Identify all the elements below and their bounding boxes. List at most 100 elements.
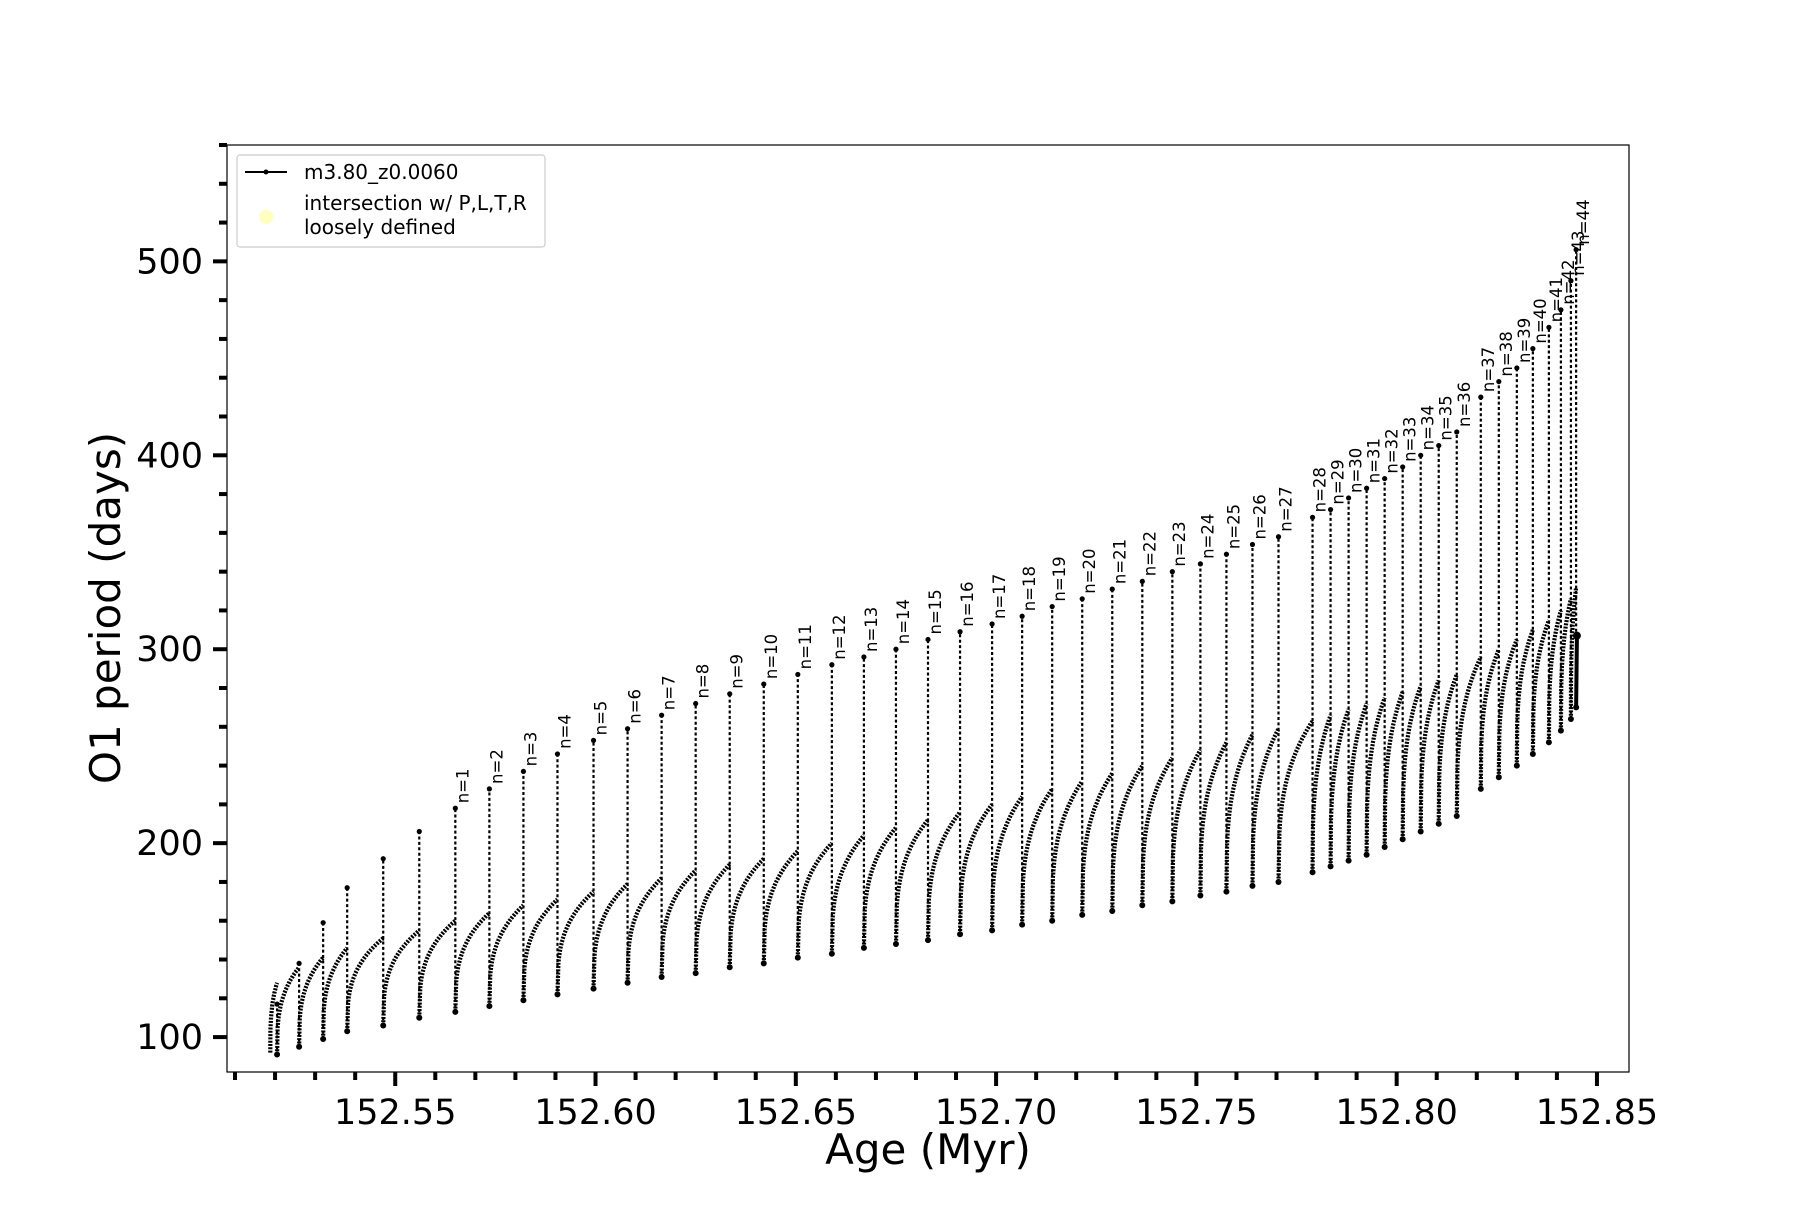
series-recovery-segment [1346,702,1369,861]
series-pulse-peak-point [1327,506,1334,513]
series-pulse-min-point [590,985,597,992]
series-recovery-segment [345,936,385,1032]
series-recovery-segment [861,826,898,948]
series-pulse-min-point [1477,785,1484,792]
pulse-label: n=18 [1020,566,1039,611]
pulse-label: n=39 [1515,318,1534,363]
series-pulse-min-point [1079,911,1086,918]
series-recovery-segment [297,956,325,1047]
series-recovery-segment [453,911,491,1012]
series-pulse-peak-point [925,636,931,643]
series-pulse-min-point [892,941,899,948]
series-recovery-segment [727,857,766,968]
series-pulse-peak-point [693,700,699,707]
series-pulse-min-point [1327,863,1334,870]
legend-intersection-marker [259,210,273,224]
series-recovery-segment [591,882,629,989]
pulse-label: n=26 [1251,494,1270,539]
series-pulse-peak-point [486,786,492,792]
series-pulse-peak-point [520,768,527,775]
pulse-labels-layer: n=1 n=2 n=3 n=4 n=5 n=6 n=7 n=8 n=9 n=10 n=11 n=12 n… [453,199,1593,803]
y-axis: 100 200 300 400 500 [136,143,227,1058]
series-pulse-peak-point [1436,442,1442,449]
series-recovery-segment [1546,609,1563,743]
series-pulse-min-point [658,973,665,980]
pulse-label: n=32 [1383,428,1402,473]
series-pulse-min-point [624,979,631,986]
pulse-label: n=14 [894,599,913,644]
series-pulse-min-point [520,997,527,1004]
series-recovery-segment [1140,756,1175,906]
series-pulse-min-point [794,954,801,961]
legend-entry-intersection-line-1: intersection w/ P,L,T,R [304,191,527,215]
series-pulse-min-point [554,991,561,998]
pulse-label: n=8 [694,664,713,699]
series-pulse-peak-point [554,751,561,757]
series-pulse-peak-point [1049,603,1055,610]
series-pulse-min-point [989,927,996,934]
series-pulse-peak-point [893,646,899,652]
x-tick-label: 152.75 [1135,1093,1257,1133]
series-pulse-peak-point [727,691,733,697]
series-pulse-min-point [1573,704,1580,711]
series-recovery-segment [487,903,525,1007]
series-recovery-segment [1400,685,1423,840]
series-pulse-min-point [320,1036,327,1043]
series-pulse-peak-point [1249,541,1256,548]
series-pulse-peak-point [1478,394,1484,400]
series-pulse-min-point [1363,851,1370,858]
series-recovery-segment [990,795,1024,931]
pulse-label: n=6 [626,689,645,724]
pulse-label: n=10 [762,634,781,679]
series-recovery-segment [1310,714,1333,873]
series-pulse-peak-point [274,1001,280,1007]
pulse-label: n=21 [1110,539,1129,584]
series-recovery-segment [1276,719,1315,882]
series-recovery-segment [1558,597,1573,731]
pulse-label: n=5 [591,701,610,736]
series-pulse-min-point [1567,716,1574,723]
series-pulse-min-point [1513,762,1520,769]
series-pulse-peak-point [1454,429,1460,435]
legend-entry-series: m3.80_z0.0060 [304,160,459,184]
series-pulse-peak-point [1109,586,1115,592]
pulse-label: n=38 [1497,331,1516,376]
series-pulse-min-point [380,1022,387,1029]
series-recovery-segment [957,803,994,935]
series-recovery-segment [555,890,595,995]
series-pulse-min-point [1495,774,1502,781]
pulse-label: n=17 [990,574,1009,619]
series-pulse-peak-point [1418,452,1424,458]
series-pulse-peak-point [1546,324,1552,330]
pulse-label: n=12 [830,614,849,659]
series-pulse-min-point [760,960,767,967]
series-pulse-min-point [1169,898,1176,905]
y-tick-label: 200 [136,824,203,864]
series-pulse-peak-point [1169,569,1175,575]
y-axis-title: O1 period (days) [81,432,130,784]
series-pulse-peak-point [829,662,835,668]
series-recovery-segment [1454,656,1483,817]
series-pulse-peak-point [861,654,867,660]
series-pulse-min-point [1545,739,1552,746]
pulse-label: n=16 [958,581,977,626]
series-pulse-min-point [1309,869,1316,876]
pulse-label: n=4 [556,714,575,749]
pulse-label: n=37 [1479,347,1498,392]
pulse-label: n=20 [1080,548,1099,593]
pulse-label: n=36 [1455,382,1474,427]
x-tick-label: 152.80 [1335,1093,1457,1133]
pulse-label: n=29 [1329,459,1348,504]
pulse-label: n=1 [453,768,472,803]
series-pulse-min-point [1399,836,1406,843]
x-tick-label: 152.65 [735,1093,857,1133]
series-recovery-segment [659,868,698,978]
series-pulse-peak-point [1346,495,1352,501]
series-pulse-min-point [274,1051,281,1058]
series-recovery-segment [693,863,732,974]
series-pulse-peak-point [1197,561,1203,567]
series-pulse-min-point [1223,888,1230,895]
pulse-label: n=30 [1347,448,1366,493]
series-pulse-min-point [416,1014,423,1021]
series-pulse-min-point [1019,921,1026,928]
